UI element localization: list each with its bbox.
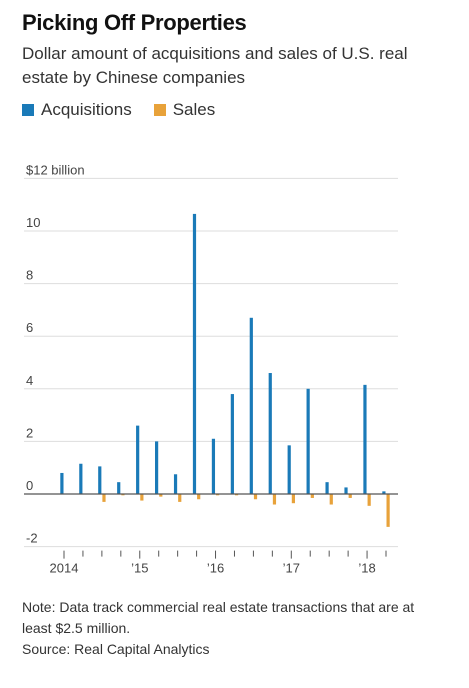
y-tick-label: 10 bbox=[26, 215, 40, 230]
legend-item-sales: Sales bbox=[153, 100, 216, 120]
y-tick-label: 2 bbox=[26, 425, 33, 440]
sales-bar bbox=[253, 494, 258, 500]
acquisitions-bar bbox=[249, 317, 253, 494]
sales-bar bbox=[291, 494, 295, 504]
legend-label-acquisitions: Acquisitions bbox=[41, 100, 132, 119]
acquisitions-bar bbox=[192, 213, 197, 494]
acquisitions-bar bbox=[230, 394, 234, 494]
y-tick-label: 0 bbox=[26, 478, 33, 493]
sales-bar bbox=[178, 494, 182, 502]
chart-subtitle: Dollar amount of acquisitions and sales … bbox=[22, 44, 408, 87]
source-text: Source: Real Capital Analytics bbox=[22, 641, 210, 657]
acquisitions-bar bbox=[117, 482, 121, 494]
acquisitions-bar bbox=[136, 425, 140, 494]
x-tick-label: ’15 bbox=[131, 561, 148, 576]
acquisitions-bar bbox=[211, 438, 216, 494]
legend-swatch-acquisitions bbox=[22, 104, 34, 116]
acquisitions-bar bbox=[79, 463, 83, 494]
acquisitions-bar bbox=[98, 466, 102, 494]
chart-notes: Note: Data track commercial real estate … bbox=[22, 597, 442, 660]
acquisitions-bar bbox=[155, 441, 159, 494]
y-tick-label: 4 bbox=[26, 373, 33, 388]
sales-bar bbox=[234, 494, 239, 496]
acquisitions-bar bbox=[325, 482, 329, 494]
sales-bar bbox=[348, 494, 352, 498]
sales-bar bbox=[159, 494, 163, 497]
acquisitions-bar bbox=[173, 474, 178, 494]
chart-title: Picking Off Properties bbox=[22, 10, 247, 35]
y-tick-label: -2 bbox=[26, 531, 38, 546]
sales-bar bbox=[310, 494, 314, 498]
y-tick-label: $12 billion bbox=[26, 162, 85, 177]
acquisitions-bar bbox=[60, 472, 64, 494]
sales-bar bbox=[329, 494, 333, 505]
sales-bar bbox=[272, 494, 277, 505]
bar-chart: -2 0 2 4 6 8 10 $12 billion 2014 ’15 ’16 ’17 ’18 bbox=[24, 162, 398, 576]
legend-swatch-sales bbox=[153, 104, 166, 116]
sales-bar bbox=[367, 494, 371, 506]
x-tick-label: ’16 bbox=[207, 561, 224, 576]
acquisitions-bar bbox=[268, 373, 272, 494]
acquisitions-bar bbox=[363, 384, 367, 494]
x-tick-label: 2014 bbox=[50, 561, 79, 576]
y-tick-label: 6 bbox=[26, 320, 33, 335]
sales-bar bbox=[102, 494, 106, 502]
legend-item-acquisitions: Acquisitions bbox=[22, 100, 132, 120]
acquisitions-bar bbox=[344, 487, 348, 494]
sales-bar bbox=[216, 494, 220, 496]
x-tick-label: ’18 bbox=[358, 561, 375, 576]
y-tick-label: 8 bbox=[26, 268, 33, 283]
acquisitions-bar bbox=[382, 491, 386, 494]
x-tick-label: ’17 bbox=[283, 561, 300, 576]
legend-label-sales: Sales bbox=[172, 100, 216, 119]
acquisitions-bar bbox=[306, 388, 310, 494]
sales-bar bbox=[197, 494, 201, 500]
legend: Acquisitions Sales bbox=[22, 100, 237, 120]
note-text: Note: Data track commercial real estate … bbox=[22, 599, 415, 636]
sales-bar bbox=[386, 494, 390, 527]
acquisitions-bar bbox=[287, 445, 291, 494]
sales-bar bbox=[121, 494, 125, 496]
sales-bar bbox=[140, 494, 144, 501]
